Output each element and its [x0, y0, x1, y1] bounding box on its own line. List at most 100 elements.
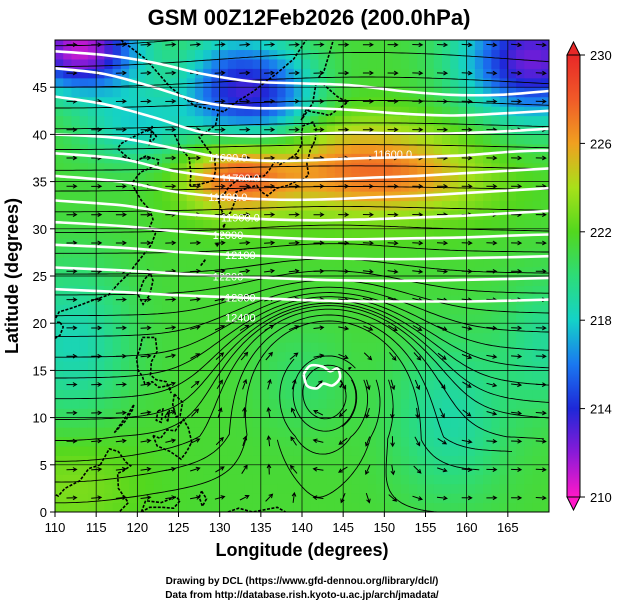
- heat-cell: [376, 143, 385, 154]
- heat-cell: [425, 219, 435, 230]
- heat-cell: [409, 455, 418, 466]
- heat-cell: [236, 257, 245, 268]
- heat-cell: [285, 200, 295, 211]
- heat-cell: [252, 257, 262, 268]
- wind-arrow: [313, 212, 325, 217]
- heat-cell: [466, 342, 476, 353]
- wind-arrow: [264, 240, 276, 246]
- heat-cell: [483, 436, 492, 447]
- x-tick-label: 115: [86, 520, 107, 535]
- wind-arrow: [414, 379, 421, 391]
- heat-cell: [186, 219, 196, 230]
- heat-cell: [318, 115, 328, 126]
- heat-cell: [277, 200, 287, 211]
- heat-cell: [302, 238, 311, 249]
- heat-cell: [170, 427, 180, 438]
- heat-cell: [326, 493, 336, 504]
- heat-cell: [260, 191, 270, 202]
- heat-cell: [219, 455, 229, 466]
- heat-cell: [524, 68, 534, 79]
- heat-cell: [285, 143, 295, 154]
- heat-cell: [441, 58, 451, 69]
- heat-cell: [244, 134, 254, 145]
- heat-cell: [55, 379, 64, 390]
- heat-cell: [227, 398, 237, 409]
- heat-cell: [326, 68, 336, 79]
- wind-arrow: [288, 70, 300, 76]
- wind-arrow: [412, 325, 423, 331]
- heat-cell: [483, 219, 492, 230]
- heat-cell: [458, 445, 468, 456]
- heat-cell: [302, 209, 311, 220]
- heat-cell: [499, 143, 509, 154]
- heat-cell: [450, 68, 460, 79]
- heat-cell: [178, 502, 188, 512]
- heat-cell: [466, 351, 476, 362]
- heat-cell: [269, 106, 278, 117]
- heat-cell: [96, 332, 105, 343]
- heat-cell: [433, 106, 443, 117]
- heat-cell: [269, 134, 278, 145]
- heat-cell: [474, 351, 484, 362]
- heat-cell: [145, 398, 155, 409]
- heat-cell: [293, 257, 303, 268]
- heat-cell: [269, 49, 278, 60]
- heat-cell: [425, 445, 435, 456]
- heat-cell: [343, 304, 352, 315]
- heat-cell: [219, 313, 229, 324]
- heat-cell: [450, 285, 460, 296]
- heat-cell: [359, 351, 369, 362]
- heat-cell: [302, 370, 311, 381]
- heat-cell: [145, 200, 155, 211]
- heat-cell: [104, 96, 114, 107]
- coastline: [55, 321, 65, 340]
- heat-cell: [71, 332, 81, 343]
- heat-cell: [516, 143, 525, 154]
- heat-cell: [112, 162, 122, 173]
- heat-cell: [400, 436, 410, 447]
- heat-cell: [474, 58, 484, 69]
- heat-cell: [483, 445, 492, 456]
- heat-cell: [137, 427, 147, 438]
- heat-cell: [376, 483, 385, 494]
- streamline: [292, 355, 357, 432]
- heat-cell: [450, 58, 460, 69]
- heat-cell: [211, 436, 221, 447]
- heat-cell: [137, 115, 147, 126]
- heat-cell: [507, 106, 517, 117]
- heat-cell: [203, 219, 213, 230]
- wind-arrow: [66, 467, 78, 472]
- heat-cell: [532, 408, 542, 419]
- wind-arrow: [535, 155, 547, 161]
- heat-cell: [441, 143, 451, 154]
- heat-cell: [252, 351, 262, 362]
- heat-cell: [203, 124, 213, 135]
- heat-cell: [178, 304, 188, 315]
- heat-cell: [203, 257, 213, 268]
- heat-cell: [400, 360, 410, 371]
- wind-arrow: [535, 99, 547, 104]
- heat-cell: [277, 474, 287, 485]
- heat-cell: [532, 257, 542, 268]
- heat-cell: [392, 398, 402, 409]
- heat-cell: [384, 219, 394, 230]
- heat-cell: [55, 58, 64, 69]
- heat-cell: [318, 87, 328, 98]
- heat-cell: [376, 342, 385, 353]
- wind-arrow: [436, 183, 449, 189]
- heat-cell: [293, 228, 303, 239]
- heat-cell: [376, 87, 385, 98]
- heat-cell: [392, 379, 402, 390]
- heat-cell: [441, 408, 451, 419]
- heat-cell: [302, 455, 311, 466]
- heat-cell: [194, 342, 204, 353]
- heat-cell: [203, 351, 213, 362]
- heat-cell: [491, 172, 501, 183]
- heat-cell: [433, 247, 443, 258]
- wind-arrow: [240, 351, 249, 361]
- heat-cell: [63, 417, 73, 428]
- wind-arrow: [239, 268, 251, 274]
- heat-cell: [351, 134, 361, 145]
- wind-arrow: [289, 464, 298, 474]
- heat-cell: [425, 474, 435, 485]
